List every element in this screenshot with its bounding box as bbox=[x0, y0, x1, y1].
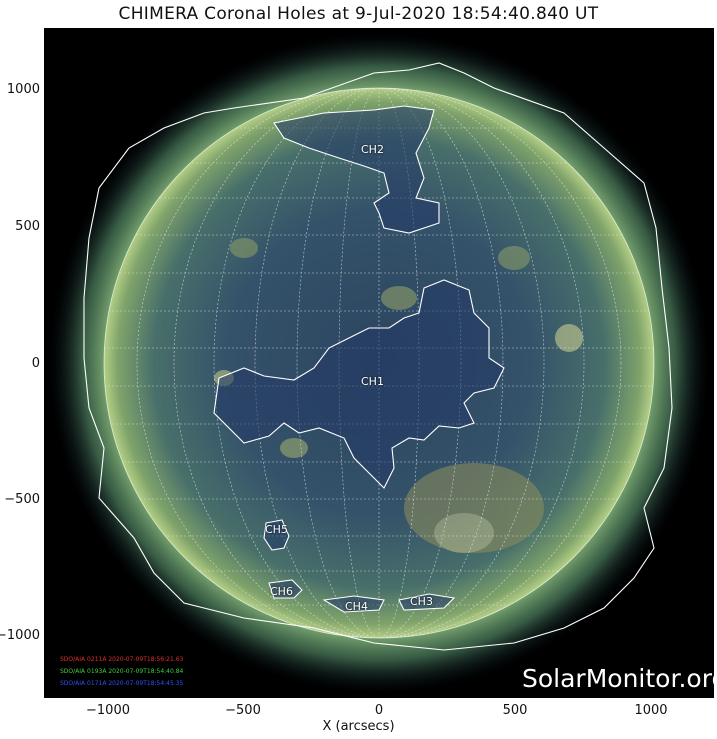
sun-image bbox=[49, 33, 709, 693]
coronal-contour bbox=[83, 62, 673, 651]
instrument-label-193: SDO/AIA 0193A 2020-07-09T18:54:40.84 bbox=[60, 668, 184, 675]
x-tick-label: 500 bbox=[502, 703, 528, 718]
instrument-label-211: SDO/AIA 0211A 2020-07-09T18:56:21.63 bbox=[60, 656, 184, 663]
ch2-label: CH2 bbox=[361, 143, 384, 156]
ch5-contour bbox=[263, 519, 290, 551]
y-tick-label: 500 bbox=[15, 219, 40, 234]
ch3-label: CH3 bbox=[410, 595, 433, 608]
ch1-label: CH1 bbox=[361, 375, 384, 388]
instrument-label-171: SDO/AIA 0171A 2020-07-09T18:54:45.35 bbox=[60, 680, 184, 687]
y-tick-label: 0 bbox=[31, 356, 40, 371]
watermark: SolarMonitor.org bbox=[522, 664, 717, 693]
ch5-label: CH5 bbox=[265, 523, 288, 536]
y-tick-label: −1000 bbox=[0, 628, 40, 643]
ch4-label: CH4 bbox=[345, 600, 368, 613]
coronal-hole-contours bbox=[213, 105, 505, 613]
x-tick-label: 0 bbox=[374, 703, 384, 718]
ch2-contour bbox=[273, 105, 440, 234]
ch1-contour bbox=[213, 279, 505, 489]
sun-image-panel bbox=[44, 28, 714, 698]
ch6-contour bbox=[268, 579, 303, 599]
plot-title: CHIMERA Coronal Holes at 9-Jul-2020 18:5… bbox=[118, 4, 599, 24]
y-tick-label: 1000 bbox=[6, 82, 40, 97]
x-tick-label: −500 bbox=[225, 703, 261, 718]
ch6-label: CH6 bbox=[270, 585, 293, 598]
active-regions bbox=[214, 238, 583, 553]
ch3-contour bbox=[398, 593, 456, 611]
ch4-contour bbox=[322, 595, 385, 613]
y-tick-label: −500 bbox=[4, 492, 40, 507]
x-tick-label: −1000 bbox=[86, 703, 130, 718]
x-tick-label: 1000 bbox=[634, 703, 668, 718]
x-axis-label: X (arcsecs) bbox=[322, 719, 395, 734]
